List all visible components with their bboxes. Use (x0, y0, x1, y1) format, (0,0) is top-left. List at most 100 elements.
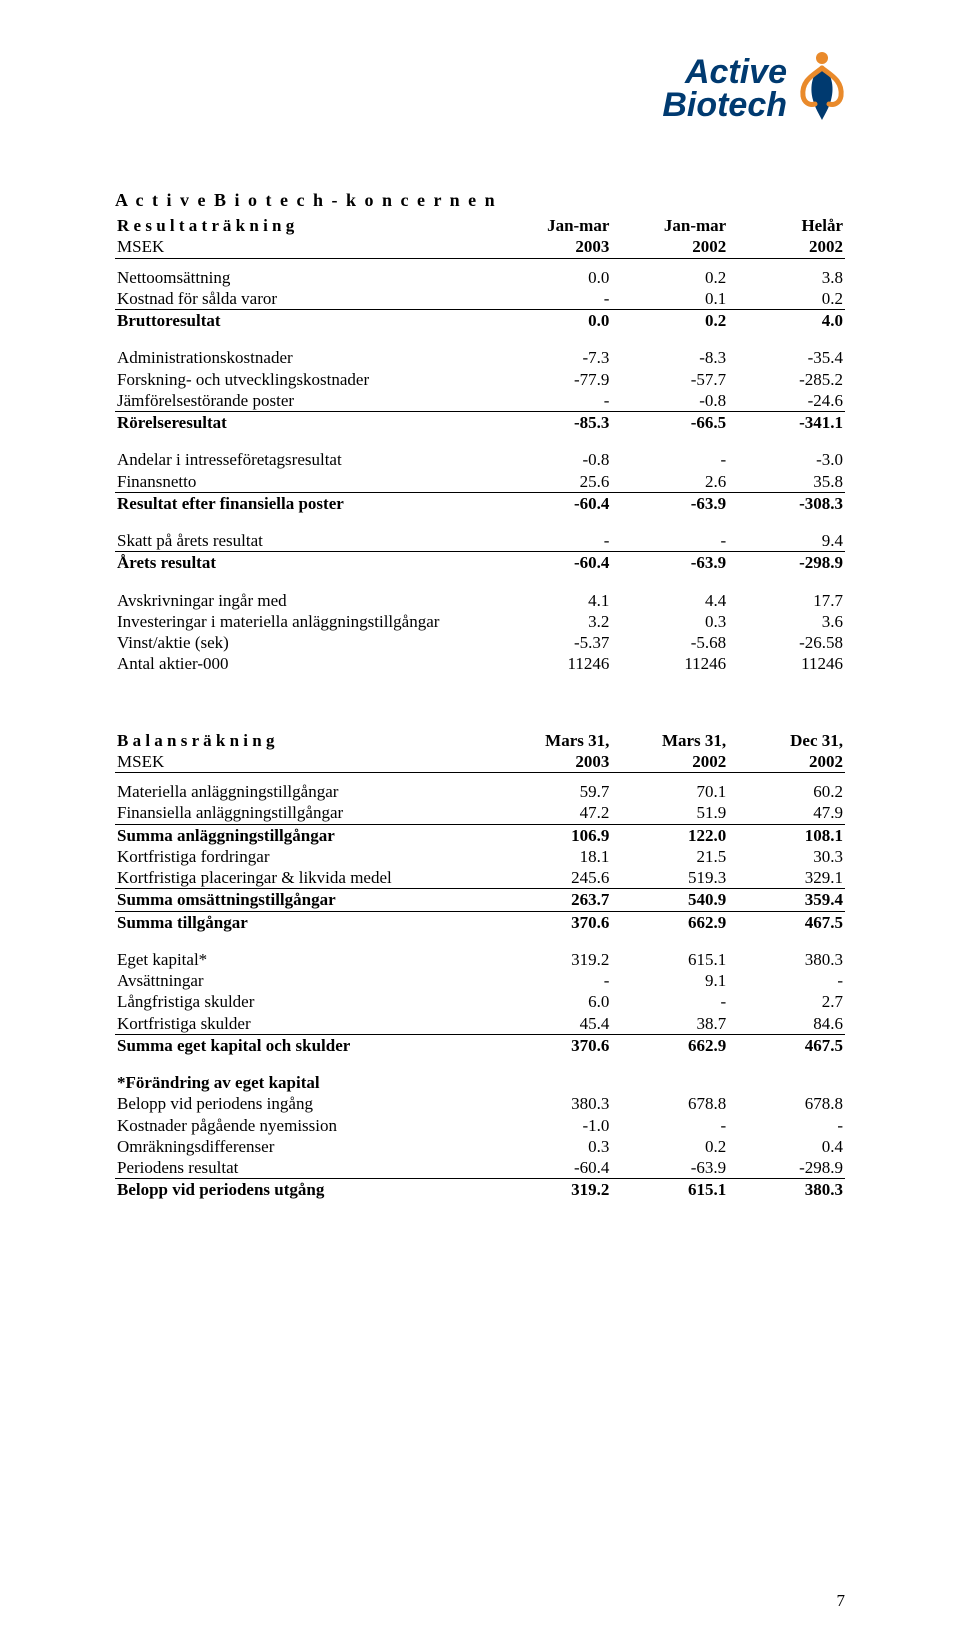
row-value: -3.0 (728, 449, 845, 470)
row-label: Rörelseresultat (115, 412, 495, 434)
col-header: Jan-mar (495, 215, 612, 236)
row-value: 662.9 (611, 911, 728, 933)
row-value: 106.9 (495, 824, 612, 846)
row-value: 359.4 (728, 889, 845, 911)
row-value: 370.6 (495, 911, 612, 933)
row-value: 319.2 (495, 949, 612, 970)
row-value: -60.4 (495, 552, 612, 574)
row-label: Summa eget kapital och skulder (115, 1034, 495, 1056)
row-value: 519.3 (611, 867, 728, 889)
row-value: -60.4 (495, 1157, 612, 1179)
row-label: Summa tillgångar (115, 911, 495, 933)
row-label: Administrationskostnader (115, 347, 495, 368)
col-header: Jan-mar (611, 215, 728, 236)
row-label: Omräkningsdifferenser (115, 1136, 495, 1157)
row-value: 0.4 (728, 1136, 845, 1157)
row-label: Materiella anläggningstillgångar (115, 781, 495, 802)
col-header: Dec 31, (728, 730, 845, 751)
row-value: -298.9 (728, 1157, 845, 1179)
row-value: 25.6 (495, 471, 612, 493)
row-label: Resultat efter finansiella poster (115, 492, 495, 514)
row-value: 615.1 (611, 949, 728, 970)
row-value: 467.5 (728, 1034, 845, 1056)
row-value: 0.0 (495, 267, 612, 288)
row-value: - (611, 449, 728, 470)
row-label: Långfristiga skulder (115, 991, 495, 1012)
row-label: Kortfristiga skulder (115, 1013, 495, 1035)
row-value: 30.3 (728, 846, 845, 867)
row-value: - (611, 1115, 728, 1136)
row-value: -298.9 (728, 552, 845, 574)
row-value: 4.4 (611, 590, 728, 611)
row-value: - (728, 1115, 845, 1136)
row-value: - (495, 288, 612, 310)
row-value: -5.68 (611, 632, 728, 653)
row-value: 9.4 (728, 530, 845, 552)
row-value: 4.1 (495, 590, 612, 611)
row-value: 45.4 (495, 1013, 612, 1035)
row-value: 2.7 (728, 991, 845, 1012)
row-value: - (611, 991, 728, 1012)
row-label: Belopp vid periodens utgång (115, 1179, 495, 1201)
row-value (611, 1072, 728, 1093)
row-value: -66.5 (611, 412, 728, 434)
row-value: 329.1 (728, 867, 845, 889)
row-value: 380.3 (728, 949, 845, 970)
row-value: 35.8 (728, 471, 845, 493)
row-value: -0.8 (495, 449, 612, 470)
row-label: Summa anläggningstillgångar (115, 824, 495, 846)
row-value: -8.3 (611, 347, 728, 368)
row-label: Skatt på årets resultat (115, 530, 495, 552)
row-label: *Förändring av eget kapital (115, 1072, 495, 1093)
income-statement-table: R e s u l t a t r ä k n i n gJan-marJan-… (115, 215, 845, 675)
col-header: Mars 31, (611, 730, 728, 751)
row-value: 678.8 (728, 1093, 845, 1114)
row-label: Kortfristiga fordringar (115, 846, 495, 867)
row-value: 540.9 (611, 889, 728, 911)
row-value: 615.1 (611, 1179, 728, 1201)
row-value: 21.5 (611, 846, 728, 867)
row-label: Andelar i intresseföretagsresultat (115, 449, 495, 470)
row-value: 6.0 (495, 991, 612, 1012)
row-label: Avsättningar (115, 970, 495, 991)
row-value: 0.2 (611, 1136, 728, 1157)
row-label: Finansnetto (115, 471, 495, 493)
row-value: 0.2 (611, 310, 728, 332)
row-value: 47.9 (728, 802, 845, 824)
row-value: 245.6 (495, 867, 612, 889)
row-label: Kortfristiga placeringar & likvida medel (115, 867, 495, 889)
row-label: Finansiella anläggningstillgångar (115, 802, 495, 824)
row-value: 9.1 (611, 970, 728, 991)
row-value: 263.7 (495, 889, 612, 911)
col-header: Helår (728, 215, 845, 236)
row-value: 3.6 (728, 611, 845, 632)
company-heading: A c t i v e B i o t e c h - k o n c e r … (115, 190, 845, 211)
row-label: Jämförelsestörande poster (115, 390, 495, 412)
row-label: Forskning- och utvecklingskostnader (115, 369, 495, 390)
row-value: 122.0 (611, 824, 728, 846)
section-title-cell: B a l a n s r ä k n i n g (115, 730, 495, 751)
row-value: -1.0 (495, 1115, 612, 1136)
page-container: Active Biotech A c t i v e B i o t e c h… (0, 0, 960, 1651)
row-value: -5.37 (495, 632, 612, 653)
col-header: Mars 31, (495, 730, 612, 751)
logo-text: Active Biotech (662, 56, 787, 121)
row-value: - (495, 390, 612, 412)
row-label: Årets resultat (115, 552, 495, 574)
row-value: 4.0 (728, 310, 845, 332)
balance-sheet-table: B a l a n s r ä k n i n gMars 31,Mars 31… (115, 730, 845, 1201)
col-header-year: 2002 (611, 751, 728, 773)
row-value: -35.4 (728, 347, 845, 368)
col-header-year: 2003 (495, 751, 612, 773)
row-value: 0.2 (611, 267, 728, 288)
row-value: -341.1 (728, 412, 845, 434)
col-header-year: 2002 (728, 236, 845, 258)
row-label: Vinst/aktie (sek) (115, 632, 495, 653)
row-value: - (611, 530, 728, 552)
section-title-cell: R e s u l t a t r ä k n i n g (115, 215, 495, 236)
row-value: 319.2 (495, 1179, 612, 1201)
row-label: Summa omsättningstillgångar (115, 889, 495, 911)
row-value: 17.7 (728, 590, 845, 611)
row-value: -57.7 (611, 369, 728, 390)
row-value (495, 1072, 612, 1093)
